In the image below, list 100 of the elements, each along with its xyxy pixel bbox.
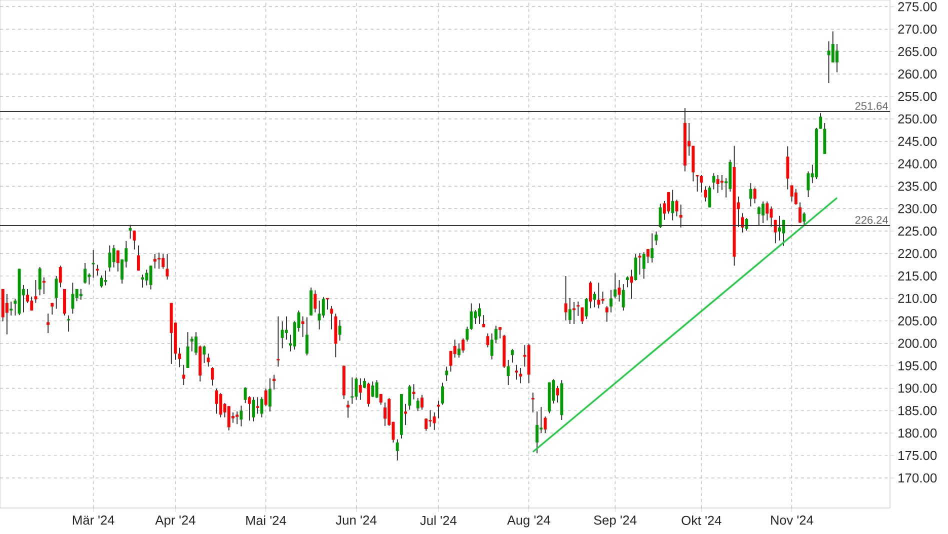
candlestick [38,266,42,296]
candlestick [622,284,625,311]
candlestick [84,262,87,284]
candlestick [34,280,38,304]
candlestick [778,215,781,241]
candlestick [227,406,230,431]
y-tick-label: 235.00 [898,182,937,191]
candlestick [766,201,769,221]
candlestick [700,174,703,193]
candlestick [379,394,382,406]
y-tick-label: 220.00 [898,248,937,258]
x-tick-label: Aug '24 [507,516,550,528]
candlestick [182,364,186,386]
y-tick-label: 225.00 [898,226,937,236]
candlestick [256,396,260,414]
candlestick [827,40,830,84]
candlestick [305,316,308,356]
candlestick [490,333,494,360]
candlestick [432,412,436,430]
candlestick [420,394,424,410]
candlestick [457,342,460,358]
y-tick-label: 270.00 [898,24,937,34]
candlestick [576,301,580,316]
candlestick [30,296,34,311]
candlestick [384,402,386,426]
candlestick [564,276,568,321]
candlestick [836,44,838,73]
candlestick [10,301,13,316]
candlestick [630,269,634,300]
y-tick-label: 215.00 [898,271,937,281]
candlestick [478,302,481,324]
candlestick [568,298,572,324]
candlestick [358,378,362,400]
candlestick [618,280,621,302]
candlestick [338,320,342,342]
candlestick [790,184,794,202]
y-tick-label: 170.00 [898,473,937,483]
y-tick-label: 255.00 [898,92,937,102]
y-tick-label: 230.00 [898,204,937,214]
candlestick [757,206,760,226]
candlestick [219,392,222,418]
candlestick [654,231,658,246]
candlestick [531,392,534,413]
candlestick [708,185,712,208]
candlestick [428,410,432,428]
candlestick [145,269,148,286]
candlestick [416,398,420,412]
y-tick-label: 210.00 [898,294,937,304]
candlestick [741,212,744,233]
candlestick [54,276,58,310]
y-tick-label: 240.00 [898,159,937,168]
candlestick [112,244,116,268]
y-tick-label: 180.00 [898,428,937,438]
candlestick [658,203,662,228]
candlestick [136,245,140,271]
candlestick [284,316,288,340]
y-tick-label: 250.00 [898,114,937,124]
candlestick [556,386,560,403]
candlestick [671,189,674,221]
y-tick-label: 185.00 [898,406,937,416]
candlestick [252,396,256,422]
y-tick-label: 205.00 [898,316,937,326]
candlestick [704,186,707,202]
candlestick [593,291,596,308]
candlestick [149,265,152,290]
candlestick [445,366,448,382]
candlestick [318,300,321,330]
candlestick [330,306,334,330]
x-tick-label: Nov '24 [771,516,814,525]
candlestick [466,326,469,342]
candlestick [831,31,834,63]
candlestick [404,403,408,426]
x-tick-label: Jun '24 [336,516,377,525]
x-tick-label: Okt '24 [682,516,722,526]
candlestick [153,254,156,269]
candlestick [46,313,50,334]
y-tick-label: 200.00 [898,338,937,348]
candlestick [798,202,802,224]
x-tick-label: Apr '24 [155,516,196,528]
candlestick [104,270,108,286]
candlestick [88,272,91,285]
candlestick [92,250,95,278]
x-tick-label: Mär '24 [72,516,114,525]
candlestick [626,276,629,288]
candlestick [396,438,399,461]
candlestick [178,347,182,368]
candlestick [519,368,522,384]
y-tick-label: 190.00 [898,384,937,393]
candlestick [584,298,588,320]
candlestick [108,245,112,272]
candlestick [515,364,518,380]
candlestick [190,336,194,352]
candlestick [58,265,62,288]
candlestick [280,320,284,349]
candlestick [588,280,592,309]
candlestick [162,254,165,270]
candlestick [650,232,654,263]
candlestick [408,384,412,410]
candlestick [482,314,486,328]
candlestick [510,348,514,363]
